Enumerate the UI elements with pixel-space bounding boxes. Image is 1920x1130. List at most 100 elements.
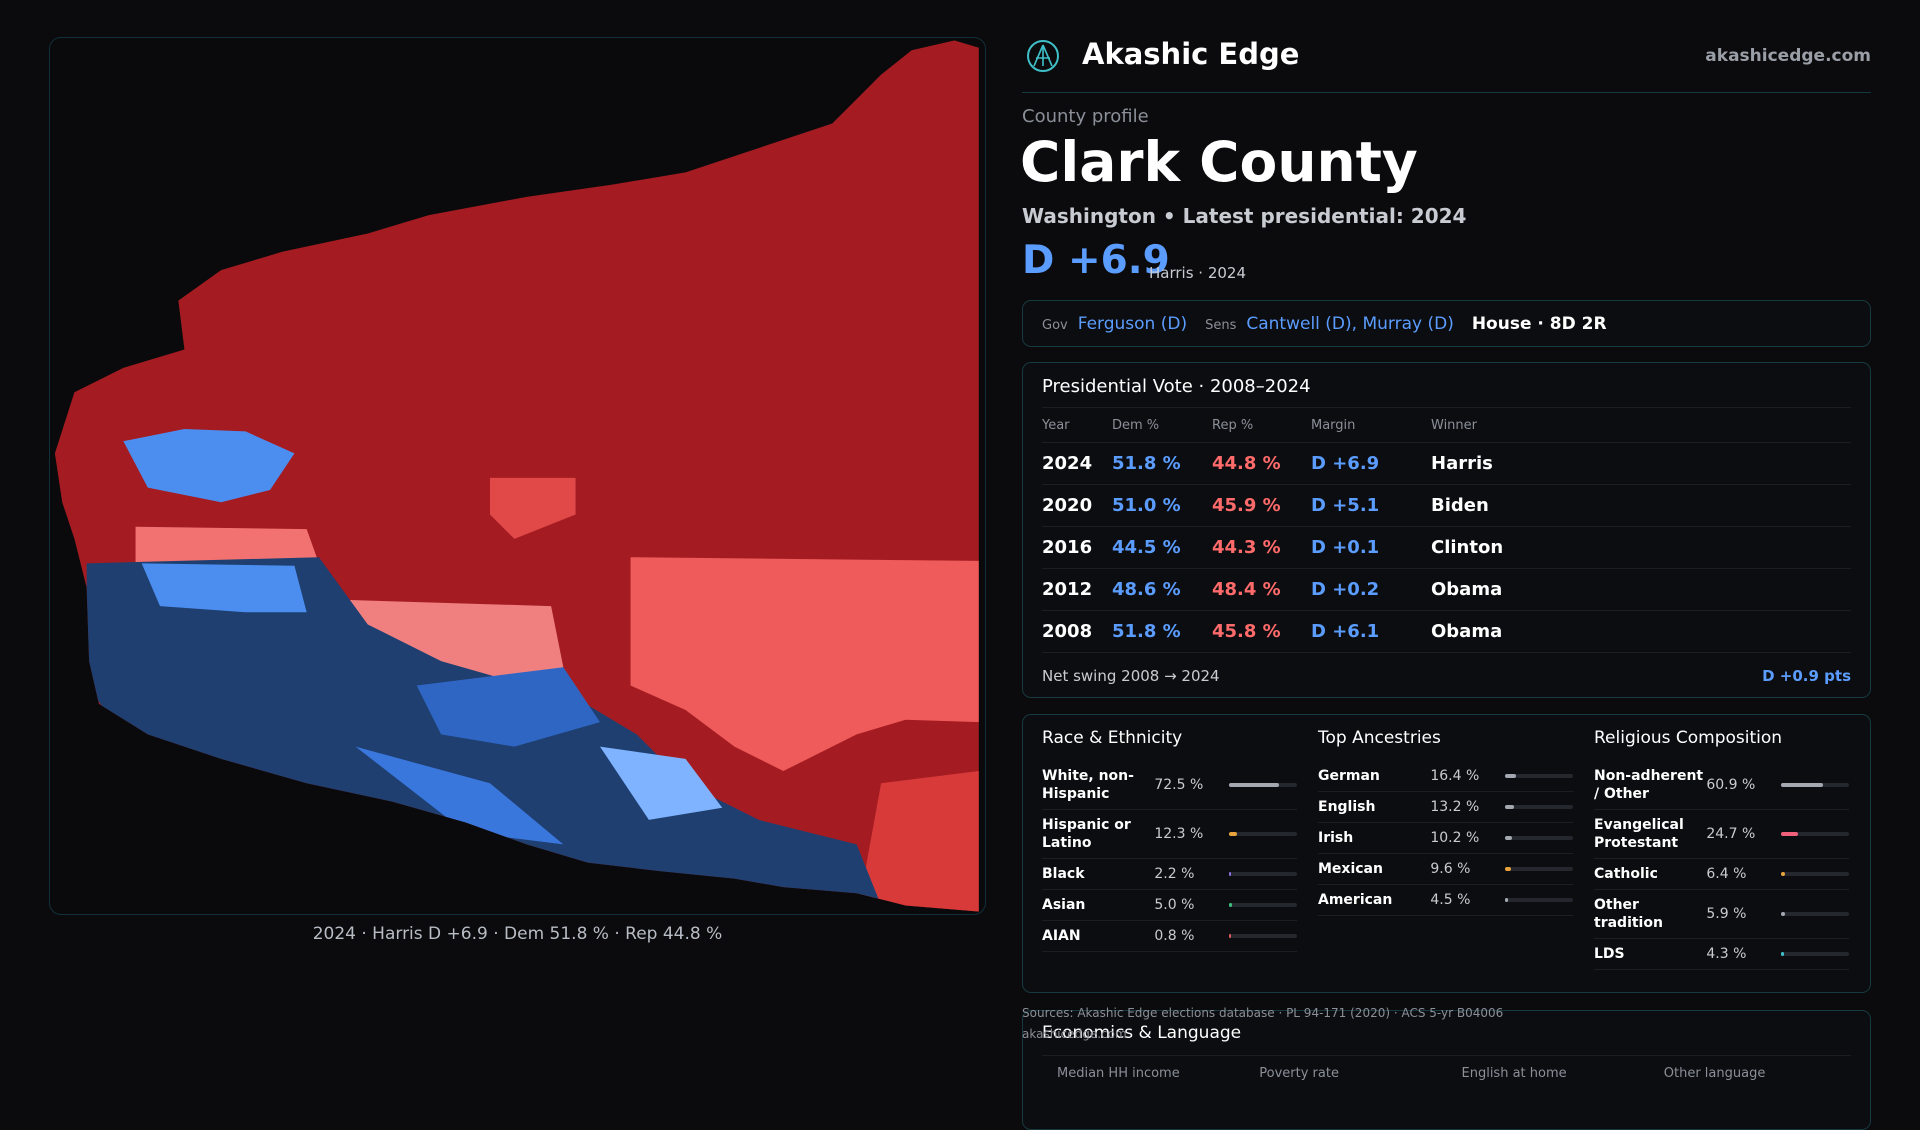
demo-row: Non-adherent / Other 60.9 %	[1594, 761, 1849, 810]
swing: Net swing 2008 → 2024 D +0.9 pts	[1042, 667, 1851, 685]
demo-row: LDS 4.3 %	[1594, 939, 1849, 970]
divider	[1022, 92, 1871, 93]
region	[856, 771, 979, 912]
region	[141, 563, 307, 613]
margin: D +6.9	[1022, 238, 1170, 283]
bar	[1780, 783, 1824, 787]
demo-value: 0.8 %	[1154, 928, 1195, 944]
demo-row: Catholic 6.4 %	[1594, 859, 1849, 890]
brand: Akashic Edge	[1082, 37, 1300, 71]
bar	[1780, 832, 1798, 836]
demographics: Race & Ethnicity White, non-Hispanic 72.5 …	[1022, 714, 1871, 993]
bar	[1780, 912, 1785, 916]
econ-title: Economics & Language	[1042, 1011, 1851, 1056]
footer-site: akashicedge.com	[1022, 1027, 1127, 1041]
house: House · 8D 2R	[1471, 313, 1607, 334]
gov-label: Gov	[1042, 318, 1068, 333]
table-row: 2020 51.0 % 45.9 % D +5.1 Biden	[1042, 485, 1851, 527]
demo-name: German	[1318, 768, 1380, 784]
cell: 48.4 %	[1212, 579, 1281, 600]
demo-row: American 4.5 %	[1318, 885, 1573, 916]
economics: Economics & Language Median HH income Pov…	[1022, 1010, 1871, 1130]
demo-name: AIAN	[1042, 928, 1081, 944]
demo-row: Evangelical Protestant 24.7 %	[1594, 810, 1849, 859]
cell: 51.0 %	[1112, 495, 1181, 516]
cell: 2020	[1042, 495, 1093, 516]
county-map	[54, 40, 979, 912]
cell: 51.8 %	[1112, 453, 1181, 474]
demo-name: Mexican	[1318, 861, 1383, 877]
demo-column: Religious Composition Non-adherent / Othe…	[1594, 715, 1849, 992]
senators: Cantwell (D), Murray (D)	[1246, 313, 1454, 334]
demo-value: 5.0 %	[1154, 897, 1195, 913]
bar	[1504, 836, 1512, 840]
demo-name: American	[1318, 892, 1393, 908]
table-row: 2008 51.8 % 45.8 % D +6.1 Obama	[1042, 611, 1851, 653]
demo-title: Religious Composition	[1594, 728, 1783, 748]
cell: 44.8 %	[1212, 453, 1281, 474]
demo-value: 9.6 %	[1430, 861, 1471, 877]
demo-name: LDS	[1594, 946, 1625, 962]
site-link[interactable]: akashicedge.com	[1705, 46, 1871, 66]
cell: D +5.1	[1311, 495, 1380, 516]
table-header: Year Dem % Rep % Margin Winner	[1042, 408, 1851, 443]
cell: 44.5 %	[1112, 537, 1181, 558]
map-panel	[49, 37, 986, 915]
demo-title: Race & Ethnicity	[1042, 728, 1183, 748]
bar	[1228, 903, 1233, 907]
demo-name: Black	[1042, 866, 1085, 882]
bar-track	[1780, 783, 1849, 787]
bar	[1504, 898, 1508, 902]
cell: Biden	[1431, 495, 1489, 516]
cell: D +0.1	[1311, 537, 1380, 558]
bar-track	[1780, 872, 1849, 876]
cell: 2016	[1042, 537, 1093, 558]
region	[630, 557, 979, 772]
region	[123, 428, 295, 503]
cell: D +6.9	[1311, 453, 1380, 474]
bar	[1504, 774, 1517, 778]
demo-value: 4.3 %	[1706, 946, 1747, 962]
officials: Gov Ferguson (D) Sens Cantwell (D), Murr…	[1022, 300, 1871, 347]
demo-value: 12.3 %	[1154, 826, 1204, 842]
cell: 45.9 %	[1212, 495, 1281, 516]
bar-track	[1228, 872, 1297, 876]
demo-name: White, non-Hispanic	[1042, 768, 1134, 802]
cell: Obama	[1431, 579, 1503, 600]
region	[416, 667, 600, 747]
cell: D +6.1	[1311, 621, 1380, 642]
demo-value: 2.2 %	[1154, 866, 1195, 882]
column-header: Winner	[1431, 417, 1478, 433]
column-header: Margin	[1311, 417, 1356, 433]
cell: 2012	[1042, 579, 1093, 600]
cell: 45.8 %	[1212, 621, 1281, 642]
sens-label: Sens	[1205, 318, 1237, 333]
map-caption: 2024 · Harris D +6.9 · Dem 51.8 % · Rep …	[312, 924, 723, 944]
demo-value: 4.5 %	[1430, 892, 1471, 908]
region	[135, 526, 319, 566]
demo-row: Black 2.2 %	[1042, 859, 1297, 890]
demo-name: English	[1318, 799, 1376, 815]
econ-column: Poverty rate	[1259, 1066, 1339, 1081]
demo-name: Asian	[1042, 897, 1086, 913]
demo-row: Hispanic or Latino 12.3 %	[1042, 810, 1297, 859]
governor: Ferguson (D)	[1077, 313, 1188, 334]
bar-track	[1504, 836, 1573, 840]
cell: Obama	[1431, 621, 1503, 642]
demo-row: Irish 10.2 %	[1318, 823, 1573, 854]
bar-track	[1504, 867, 1573, 871]
cell: 44.3 %	[1212, 537, 1281, 558]
table-row: 2024 51.8 % 44.8 % D +6.9 Harris	[1042, 443, 1851, 485]
column-header: Dem %	[1112, 417, 1160, 433]
demo-row: AIAN 0.8 %	[1042, 921, 1297, 952]
bar-track	[1780, 952, 1849, 956]
demo-name: Hispanic or Latino	[1042, 817, 1131, 851]
margin-note: Harris · 2024	[1149, 264, 1247, 282]
bar	[1504, 805, 1514, 809]
demo-value: 60.9 %	[1706, 777, 1756, 793]
region	[600, 746, 723, 820]
bar	[1228, 872, 1231, 876]
demo-row: Mexican 9.6 %	[1318, 854, 1573, 885]
econ-column: Median HH income	[1057, 1066, 1180, 1081]
logo	[1027, 40, 1059, 72]
